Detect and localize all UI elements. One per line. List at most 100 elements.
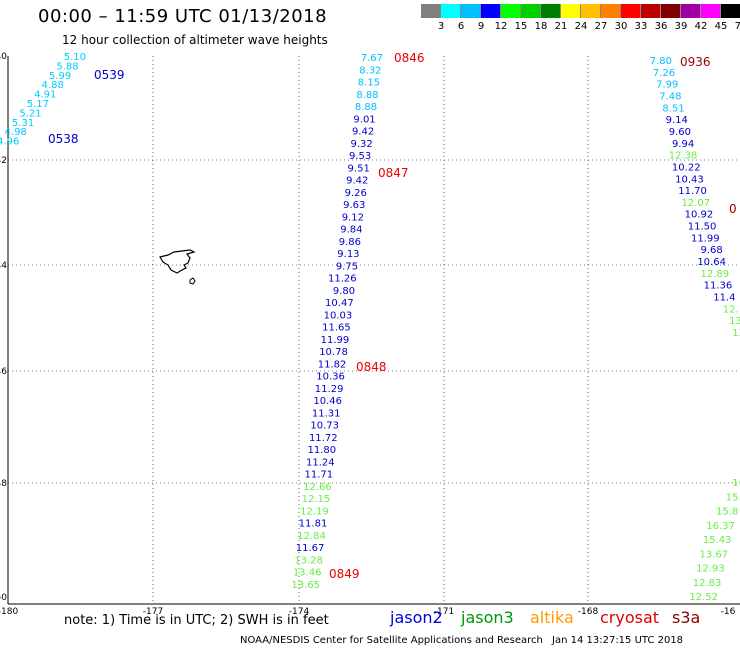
swh-value: 9.86 (339, 237, 361, 248)
footer-credit: NOAA/NESDIS Center for Satellite Applica… (240, 635, 543, 646)
swh-value: 9.94 (672, 139, 694, 150)
note-text: note: 1) Time is in UTC; 2) SWH is in fe… (64, 613, 329, 628)
swh-value: 15.8 (716, 507, 738, 518)
lon-tick-label: -16 (721, 607, 736, 617)
legend-label: 15 (514, 21, 528, 32)
legend-swatch (441, 4, 461, 18)
sat-altika: altika (530, 608, 574, 627)
lon-tick-label: -171 (434, 607, 454, 617)
swh-value: 9.84 (340, 225, 362, 236)
swh-value: 10.73 (310, 421, 339, 432)
swh-value: 5.21 (19, 108, 41, 119)
legend-label: 27 (594, 21, 608, 32)
lon-tick-label: -180 (0, 607, 18, 617)
swh-value: 9.80 (333, 286, 355, 297)
legend-label: 30 (614, 21, 628, 32)
swh-value: 9.01 (353, 114, 375, 125)
swh-value: 13.28 (294, 555, 323, 566)
swh-value: 13 (732, 328, 740, 339)
swh-value: 5.99 (49, 71, 71, 82)
swh-value: 12.19 (300, 506, 329, 517)
swh-value: 9.32 (350, 139, 372, 150)
swh-value: 10.46 (313, 396, 342, 407)
legend-swatch (661, 4, 681, 18)
island-outline (159, 249, 196, 285)
swh-value: 13.67 (699, 549, 728, 560)
swh-value: 11.36 (704, 281, 733, 292)
legend-swatch (521, 4, 541, 18)
swh-value: 16 (732, 478, 740, 489)
swh-value: 4.96 (0, 137, 19, 148)
legend-label: 6 (457, 21, 465, 32)
swh-value: 9.53 (349, 151, 371, 162)
legend-label: 45 (714, 21, 728, 32)
swh-value: 11.99 (691, 233, 720, 244)
sat-s3a: s3a (672, 608, 701, 627)
legend-label: 24 (574, 21, 588, 32)
swh-value: 11.72 (309, 433, 338, 444)
pass-time: 0936 (680, 55, 711, 69)
swh-value: 5.31 (12, 118, 34, 129)
lon-tick-label: -168 (578, 607, 599, 617)
swh-value: 12.93 (696, 564, 725, 575)
swh-value: 11.70 (678, 186, 707, 197)
swh-value: 9.42 (352, 127, 374, 138)
legend-swatch (641, 4, 661, 18)
swh-value: 12.52 (689, 592, 718, 603)
swh-value: 12.66 (303, 482, 332, 493)
swh-value: 7.67 (361, 53, 383, 64)
lat-tick-label: -42 (0, 156, 7, 166)
pass-time: 0849 (329, 567, 360, 581)
swh-value: 10.47 (325, 298, 354, 309)
swh-value: 12.89 (700, 269, 729, 280)
legend-label: 21 (554, 21, 568, 32)
swh-value: 10.78 (319, 347, 348, 358)
swh-value: 9.42 (346, 176, 368, 187)
legend-swatch (701, 4, 721, 18)
swh-value: 11.71 (305, 470, 334, 481)
swh-value: 11.50 (688, 222, 717, 233)
swh-value: 11.24 (306, 457, 335, 468)
lat-tick-label: -44 (0, 261, 7, 271)
swh-value: 9.51 (348, 163, 370, 174)
map-title: 00:00 – 11:59 UTC 01/13/2018 (38, 6, 328, 27)
swh-value: 5.10 (64, 52, 86, 63)
swh-value: 11.80 (307, 445, 336, 456)
legend-swatch (681, 4, 701, 18)
legend-swatch (481, 4, 501, 18)
swh-value: 7.99 (656, 80, 678, 91)
swh-value: 12. (723, 304, 739, 315)
pass-time: 0847 (378, 166, 409, 180)
legend-swatch (581, 4, 601, 18)
legend-swatch (601, 4, 621, 18)
swh-value: 12.84 (297, 531, 326, 542)
swh-value: 11.99 (321, 335, 350, 346)
swh-value: 8.51 (662, 103, 684, 114)
legend-label: 12 (494, 21, 508, 32)
legend-label: 42 (694, 21, 708, 32)
sat-jason3: jason3 (461, 608, 514, 627)
pass-time: 0 (729, 202, 737, 216)
swh-value: 15.43 (703, 535, 732, 546)
swh-value: 9.63 (343, 200, 365, 211)
legend-label: 9 (477, 21, 485, 32)
legend-swatch (501, 4, 521, 18)
legend-swatch (721, 4, 740, 18)
legend-label: 33 (634, 21, 648, 32)
footer-timestamp: Jan 14 13:27:15 UTC 2018 (552, 635, 684, 646)
swh-value: 7.48 (659, 91, 681, 102)
swh-value: 11.29 (315, 384, 344, 395)
map-subtitle: 12 hour collection of altimeter wave hei… (62, 33, 328, 47)
sat-jason2: jason2 (390, 608, 443, 627)
swh-value: 5.17 (27, 99, 49, 110)
legend-label: 18 (534, 21, 548, 32)
legend-swatch (621, 4, 641, 18)
swh-value: 9.12 (342, 212, 364, 223)
swh-value: 10.43 (675, 174, 704, 185)
swh-value: 7.80 (650, 56, 672, 67)
swh-value: 13 (729, 316, 740, 327)
swh-value: 13.65 (291, 580, 320, 591)
pass-time: 0846 (394, 51, 425, 65)
swh-value: 12.38 (669, 151, 698, 162)
